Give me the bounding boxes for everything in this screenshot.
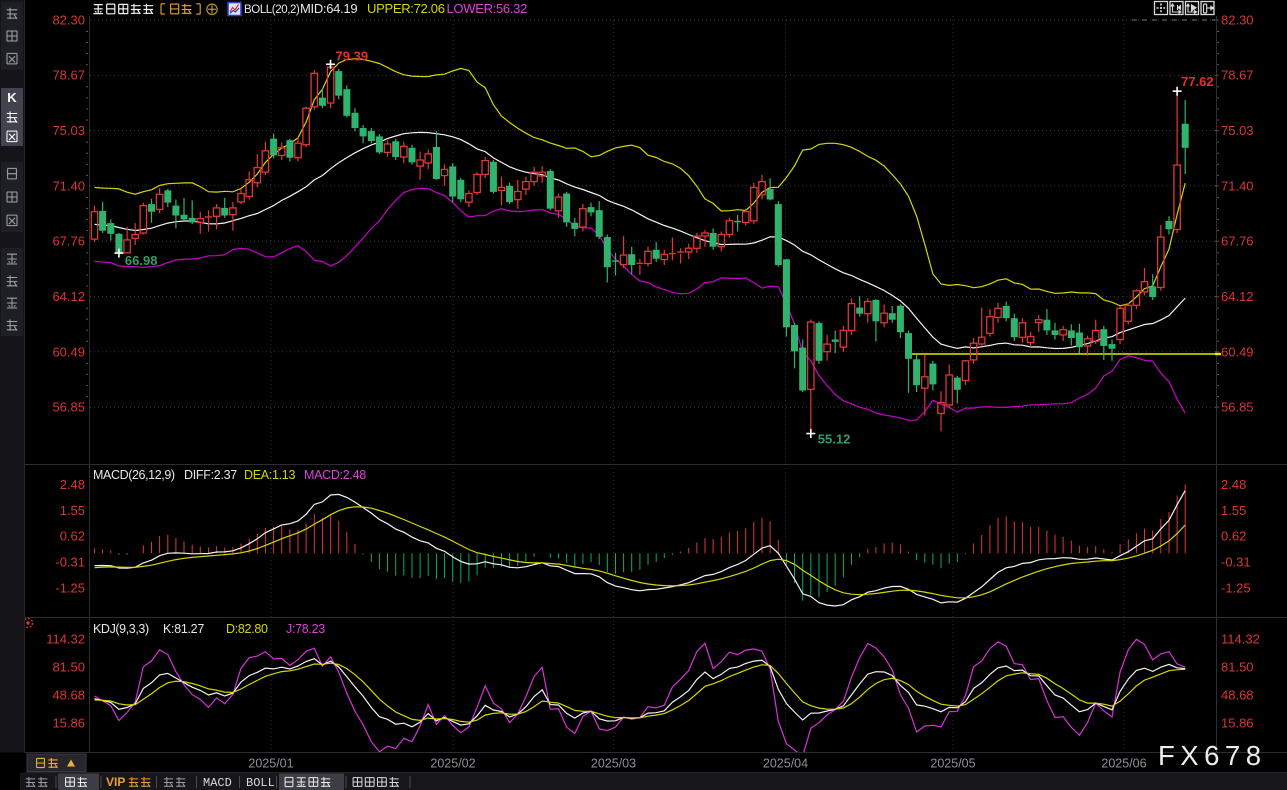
svg-text:FX678: FX678 [1158,740,1267,771]
svg-text:2.48: 2.48 [1221,477,1246,492]
svg-text:60.49: 60.49 [1221,344,1254,359]
svg-text:71.40: 71.40 [1221,178,1254,193]
svg-text:60.49: 60.49 [52,344,85,359]
svg-text:114.32: 114.32 [1221,632,1260,647]
svg-text:78.67: 78.67 [52,68,85,83]
svg-text:-0.31: -0.31 [1221,554,1251,569]
svg-text:2025/01: 2025/01 [248,757,293,771]
svg-text:DEA:1.13: DEA:1.13 [244,468,295,482]
svg-text:J:78.23: J:78.23 [286,622,325,636]
svg-text:2025/04: 2025/04 [763,757,808,771]
svg-text:64.12: 64.12 [1221,289,1254,304]
svg-text:114.32: 114.32 [46,632,85,647]
svg-text:2.48: 2.48 [60,477,85,492]
svg-text:15.86: 15.86 [1221,716,1254,731]
svg-text:D:82.80: D:82.80 [226,622,268,636]
svg-text:DIFF:2.37: DIFF:2.37 [184,468,237,482]
svg-text:MACD: MACD [203,776,232,790]
svg-text:BOLL(20,2): BOLL(20,2) [244,4,300,16]
svg-text:81.50: 81.50 [1221,660,1254,675]
svg-text:71.40: 71.40 [52,178,85,193]
svg-text:48.68: 48.68 [52,688,85,703]
svg-text:81.50: 81.50 [52,660,85,675]
svg-text:0.62: 0.62 [60,529,85,544]
svg-text:K:81.27: K:81.27 [163,622,204,636]
svg-text:-1.25: -1.25 [55,581,85,596]
svg-text:K: K [7,90,17,105]
svg-text:MID:64.19: MID:64.19 [300,1,357,16]
svg-text:64.12: 64.12 [52,289,85,304]
svg-text:UPPER:72.06: UPPER:72.06 [367,1,445,16]
svg-text:56.85: 56.85 [1221,400,1254,415]
svg-text:67.76: 67.76 [52,234,85,249]
svg-text:66.98: 66.98 [125,253,158,268]
svg-text:1.55: 1.55 [60,503,85,518]
svg-text:1.55: 1.55 [1221,503,1246,518]
svg-text:56.85: 56.85 [52,400,85,415]
svg-text:15.86: 15.86 [52,716,85,731]
svg-text:77.62: 77.62 [1181,74,1214,89]
svg-text:-0.31: -0.31 [55,554,85,569]
svg-text:48.68: 48.68 [1221,688,1254,703]
svg-text:82.30: 82.30 [1221,13,1254,28]
svg-text:MACD(26,12,9): MACD(26,12,9) [93,468,175,482]
svg-text:79.39: 79.39 [336,48,369,63]
svg-text:2025/03: 2025/03 [591,757,636,771]
svg-text:MACD:2.48: MACD:2.48 [304,468,366,482]
svg-text:2025/05: 2025/05 [930,757,975,771]
svg-text:-1.25: -1.25 [1221,581,1251,596]
svg-text:LOWER:56.32: LOWER:56.32 [447,1,528,16]
svg-text:2025/06: 2025/06 [1101,757,1146,771]
svg-text:75.03: 75.03 [1221,123,1254,138]
svg-text:78.67: 78.67 [1221,68,1254,83]
svg-text:2025/02: 2025/02 [430,757,475,771]
svg-text:82.30: 82.30 [52,13,85,28]
svg-text:KDJ(9,3,3): KDJ(9,3,3) [93,622,149,636]
svg-text:BOLL: BOLL [246,776,275,790]
svg-text:55.12: 55.12 [818,432,851,447]
svg-text:VIP: VIP [106,775,125,789]
svg-text:67.76: 67.76 [1221,234,1254,249]
svg-text:0.62: 0.62 [1221,529,1246,544]
svg-text:75.03: 75.03 [52,123,85,138]
